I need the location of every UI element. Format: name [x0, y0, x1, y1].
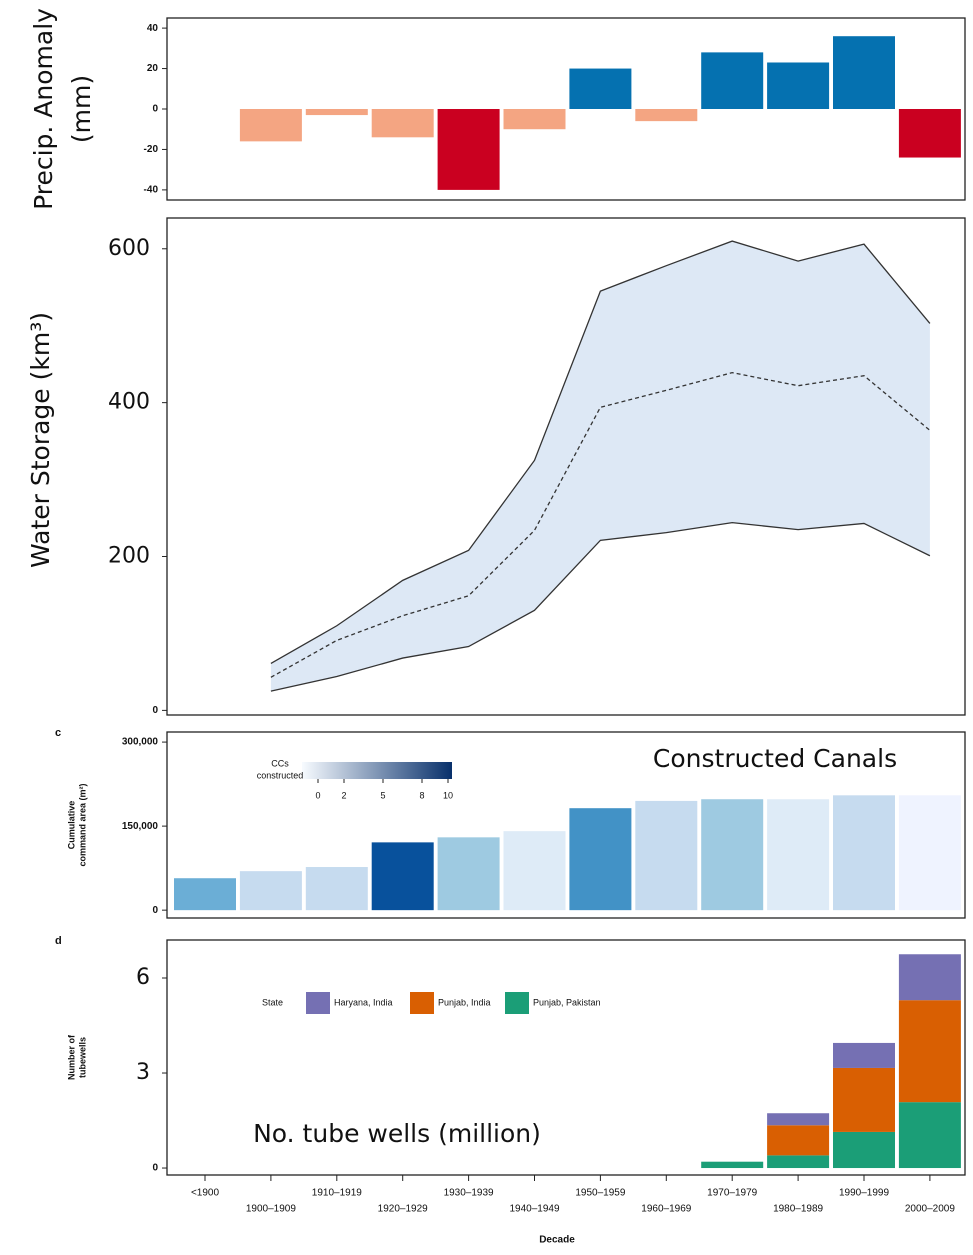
bar	[437, 109, 500, 190]
x-tick-label: 1950–1959	[575, 1188, 625, 1199]
line	[270, 522, 931, 692]
bar	[569, 808, 632, 911]
bar	[437, 837, 500, 911]
y-tick-label: 400	[108, 390, 150, 415]
panel-frame	[166, 217, 966, 716]
x-tick-label: 1910–1919	[312, 1188, 362, 1199]
bar-segment	[898, 1000, 961, 1103]
bar-segment	[701, 1161, 764, 1169]
bar	[569, 68, 632, 109]
panel-frame	[166, 939, 966, 1176]
colorbar-tick-label: 5	[380, 790, 385, 800]
x-tick-label: 1970–1979	[707, 1188, 757, 1199]
y-tick-label: 0	[152, 705, 158, 716]
x-tick-label: 2000–2009	[905, 1204, 955, 1215]
y-axis-label: (mm)	[67, 75, 96, 143]
x-axis-label: Decade	[539, 1235, 575, 1246]
bar	[635, 800, 698, 911]
bar-segment	[833, 1131, 895, 1169]
colorbar-tick-label: 2	[341, 790, 346, 800]
bar	[305, 867, 368, 911]
y-tick-label: 0	[152, 1163, 158, 1174]
line	[270, 371, 931, 678]
bar	[898, 109, 961, 158]
x-tick-label: 1930–1939	[444, 1188, 494, 1199]
colorbar-title: constructed	[257, 770, 304, 780]
legend-swatch	[306, 992, 330, 1014]
bar-segment	[833, 1067, 895, 1132]
colorbar-tick-label: 8	[419, 790, 424, 800]
bar-segment	[767, 1155, 830, 1169]
x-tick-label: 1960–1969	[641, 1204, 691, 1215]
colorbar	[302, 762, 452, 779]
bar-segment	[898, 1102, 961, 1169]
bar	[371, 842, 434, 911]
bar-segment	[767, 1113, 830, 1126]
bar	[701, 52, 764, 109]
colorbar-tick-label: 10	[443, 790, 453, 800]
y-axis-label: Cumulative	[66, 801, 76, 850]
legend-title: State	[262, 997, 283, 1007]
bar-segment	[767, 1125, 830, 1156]
x-tick-label: 1990–1999	[839, 1188, 889, 1199]
y-axis-label: Precip. Anomaly	[29, 8, 58, 210]
bar	[635, 109, 698, 122]
y-tick-label: 6	[136, 965, 150, 990]
y-tick-label: 40	[147, 23, 159, 34]
y-tick-label: 200	[108, 544, 150, 569]
y-tick-label: -20	[144, 144, 159, 155]
range-band	[270, 241, 930, 692]
y-tick-label: -40	[144, 185, 159, 196]
panel-frame	[166, 731, 966, 919]
y-axis-label: command area (m²)	[77, 783, 87, 866]
annotation: No. tube wells (million)	[253, 1119, 541, 1148]
legend-swatch	[505, 992, 529, 1014]
bar	[305, 109, 368, 116]
y-axis-label: tubewells	[77, 1037, 87, 1078]
bar	[898, 795, 961, 911]
bar	[239, 871, 302, 911]
annotation: Constructed Canals	[653, 744, 897, 773]
annotation-bg	[605, 733, 960, 783]
bar-segment	[898, 954, 961, 1001]
y-tick-label: 0	[152, 905, 158, 916]
bar	[503, 831, 566, 911]
bar	[174, 878, 236, 911]
y-tick-label: 300,000	[122, 737, 159, 748]
bar	[833, 795, 895, 911]
x-tick-label: 1900–1909	[246, 1204, 296, 1215]
y-tick-label: 600	[108, 236, 150, 261]
bar	[767, 62, 830, 109]
line	[270, 240, 931, 665]
x-tick-label: 1940–1949	[509, 1204, 559, 1215]
y-tick-label: 0	[152, 104, 158, 115]
panel-label: c	[55, 727, 61, 739]
legend-label: Punjab, India	[438, 997, 491, 1007]
x-tick-label: 1980–1989	[773, 1204, 823, 1215]
y-tick-label: 20	[147, 63, 159, 74]
y-tick-label: 150,000	[122, 821, 159, 832]
y-axis-label: Number of	[66, 1034, 76, 1080]
legend-swatch	[410, 992, 434, 1014]
x-tick-label: 1920–1929	[378, 1204, 428, 1215]
panel-label: d	[55, 935, 62, 947]
bar	[701, 799, 764, 911]
legend-label: Punjab, Pakistan	[533, 997, 601, 1007]
bar	[833, 36, 895, 110]
bar	[371, 109, 434, 138]
colorbar-tick-label: 0	[315, 790, 320, 800]
y-axis-label: Water Storage (km³)	[26, 312, 55, 568]
legend-label: Haryana, India	[334, 997, 393, 1007]
bar	[767, 799, 830, 911]
bar	[239, 109, 302, 142]
y-tick-label: 3	[136, 1060, 150, 1085]
bar-segment	[833, 1042, 895, 1068]
x-tick-label: <1900	[191, 1188, 220, 1199]
bar	[503, 109, 566, 130]
colorbar-title: CCs	[271, 758, 289, 768]
